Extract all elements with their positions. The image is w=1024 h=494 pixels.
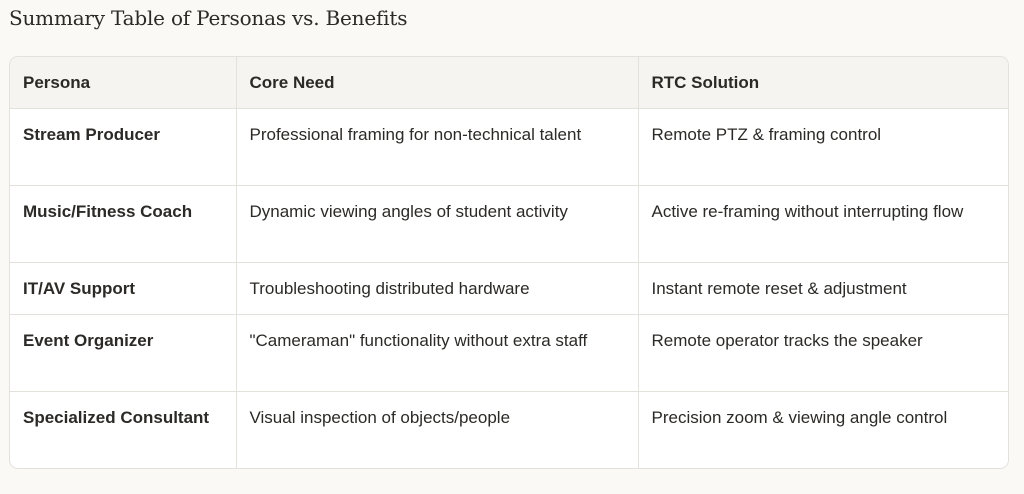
persona-cell: Stream Producer [10,108,237,186]
rtc-solution-cell: Remote operator tracks the speaker [638,314,1008,392]
header-persona: Persona [10,57,237,109]
persona-cell: IT/AV Support [10,262,237,315]
rtc-solution-cell: Precision zoom & viewing angle control [651,408,948,427]
core-need-cell: Troubleshooting distributed hardware [236,262,639,315]
rtc-solution-cell: Remote PTZ & framing control [638,108,1008,186]
rtc-solution-cell: Instant remote reset & adjustment [638,262,1008,315]
table-header-row: Persona Core Need RTC Solution [10,57,1008,109]
core-need-cell: "Cameraman" functionality without extra … [236,314,639,392]
header-rtc-solution: RTC Solution [638,57,1008,109]
rtc-solution-cell: Active re-framing without interrupting f… [638,185,1008,263]
page-title: Summary Table of Personas vs. Benefits [9,6,408,30]
persona-cell: Music/Fitness Coach [10,185,237,263]
table-row: Specialized Consultant Visual inspection … [10,391,1008,468]
table-row: Stream Producer Professional framing for … [10,108,1008,186]
header-core-need: Core Need [236,57,639,109]
personas-table: Persona Core Need RTC Solution Stream Pr… [9,56,1009,469]
core-need-cell: Visual inspection of objects/people [236,391,639,468]
table-row: Music/Fitness Coach Dynamic viewing angle… [10,185,1008,263]
core-need-cell: Dynamic viewing angles of student activi… [236,185,639,263]
core-need-cell: Professional framing for non-technical t… [236,108,639,186]
table-row: Event Organizer "Cameraman" functionality… [10,314,1008,392]
persona-cell: Specialized Consultant [10,391,237,468]
table-row: IT/AV Support Troubleshooting distributed… [10,262,1008,315]
persona-cell: Event Organizer [10,314,237,392]
